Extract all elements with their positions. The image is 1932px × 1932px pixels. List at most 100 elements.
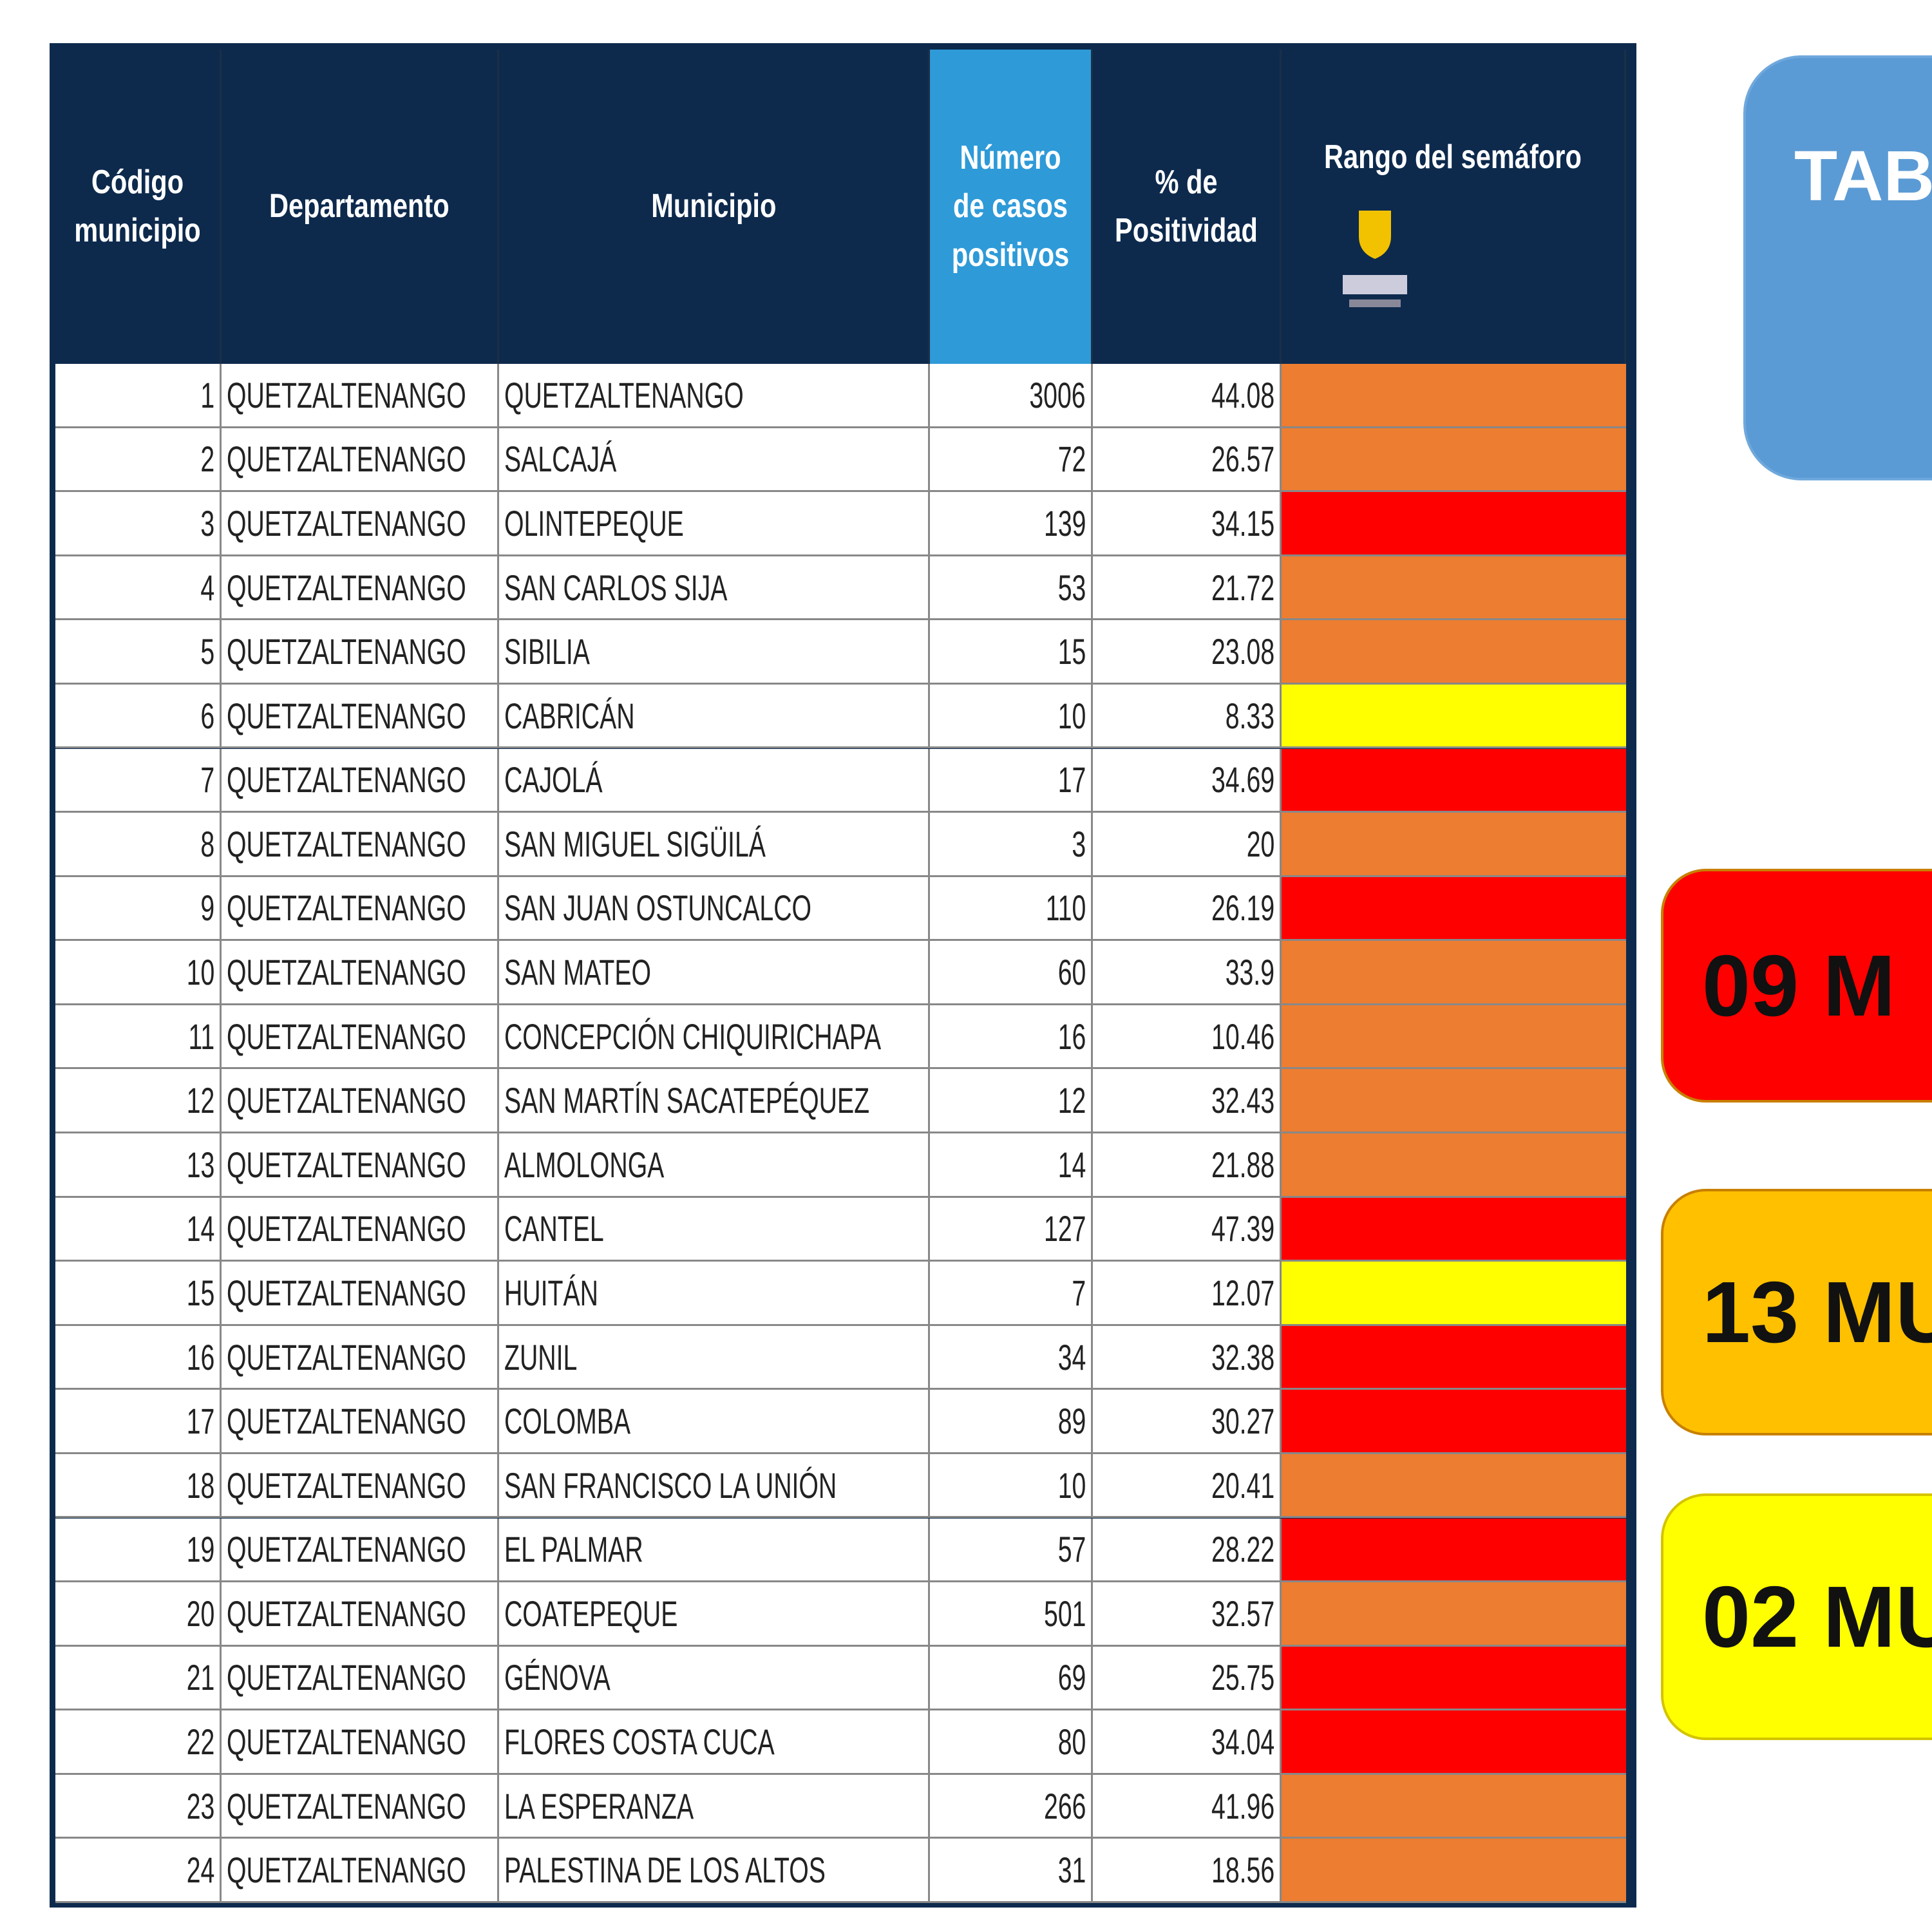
table-cell: QUETZALTENANGO [222,492,499,556]
table-cell: 12 [55,1069,222,1133]
table-cell: ZUNIL [499,1325,930,1390]
table-cell: 30.27 [1093,1390,1282,1454]
table-cell: SALCAJÁ [499,428,930,493]
table-cell: QUETZALTENANGO [222,428,499,493]
table-cell: 1 [55,364,222,428]
table-cell: CANTEL [499,1197,930,1262]
table-cell: CABRICÁN [499,684,930,749]
title-panel: TAB [1743,55,1932,480]
semaphore-cell [1282,1390,1626,1454]
table-cell: 10 [55,941,222,1005]
table-cell: 89 [930,1390,1093,1454]
table-cell: 22 [55,1710,222,1775]
table-cell: SAN CARLOS SIJA [499,556,930,621]
semaphore-cell [1282,1710,1626,1775]
table-cell: 18.56 [1093,1839,1282,1903]
count-panel: 02 MU [1661,1493,1932,1740]
table-cell: 47.39 [1093,1197,1282,1262]
semaphore-cell [1282,684,1626,749]
table-cell: SAN MARTÍN SACATEPÉQUEZ [499,1069,930,1133]
table-cell: 8.33 [1093,684,1282,749]
column-header: % de Positividad [1093,50,1282,364]
semaphore-cell [1282,620,1626,685]
table-cell: 57 [930,1518,1093,1583]
table-cell: 15 [55,1262,222,1326]
table-cell: 10.46 [1093,1005,1282,1070]
table-cell: 31 [930,1839,1093,1903]
table-cell: 110 [930,876,1093,942]
table-cell: 6 [55,684,222,749]
table-cell: QUETZALTENANGO [222,1325,499,1390]
table-cell: 18 [55,1454,222,1519]
table-cell: COATEPEQUE [499,1582,930,1647]
table-cell: QUETZALTENANGO [222,620,499,685]
table-cell: 10 [930,1454,1093,1519]
side-title: TAB [1794,137,1932,216]
table-cell: 4 [55,556,222,621]
table-cell: 21 [55,1646,222,1711]
table-cell: 33.9 [1093,941,1282,1005]
table-cell: 12 [930,1069,1093,1133]
table-cell: QUETZALTENANGO [222,1454,499,1519]
table-cell: 20.41 [1093,1454,1282,1519]
table-cell: QUETZALTENANGO [222,1774,499,1839]
table-cell: QUETZALTENANGO [222,1197,499,1262]
table-cell: 34.15 [1093,492,1282,556]
table-cell: OLINTEPEQUE [499,492,930,556]
table-cell: LA ESPERANZA [499,1774,930,1839]
table-cell: 15 [930,620,1093,685]
table-cell: 26.57 [1093,428,1282,493]
semaphore-cell [1282,1069,1626,1133]
table-cell: 23.08 [1093,620,1282,685]
table-cell: 34 [930,1325,1093,1390]
table-cell: 60 [930,941,1093,1005]
semaphore-cell [1282,1646,1626,1711]
table-cell: FLORES COSTA CUCA [499,1710,930,1775]
table-cell: 19 [55,1518,222,1583]
table-cell: 16 [55,1325,222,1390]
table-cell: QUETZALTENANGO [222,1582,499,1647]
table-cell: SIBILIA [499,620,930,685]
table-cell: 10 [930,684,1093,749]
table-cell: 3 [930,813,1093,877]
count-panel: 09 M [1661,869,1932,1103]
table-cell: HUITÁN [499,1262,930,1326]
table-cell: 32.43 [1093,1069,1282,1133]
table-cell: 8 [55,813,222,877]
table-cell: 23 [55,1774,222,1839]
table-cell: QUETZALTENANGO [499,364,930,428]
table-cell: 80 [930,1710,1093,1775]
table-cell: 2 [55,428,222,493]
table-cell: SAN MIGUEL SIGÜILÁ [499,813,930,877]
table-cell: 9 [55,876,222,942]
semaphore-cell [1282,813,1626,877]
table-cell: QUETZALTENANGO [222,748,499,813]
table-cell: 5 [55,620,222,685]
semaphore-cell [1282,1197,1626,1262]
table-cell: 24 [55,1839,222,1903]
table-cell: QUETZALTENANGO [222,1710,499,1775]
table-cell: SAN JUAN OSTUNCALCO [499,876,930,942]
table-cell: 69 [930,1646,1093,1711]
column-header: Rango del semáforo [1282,50,1626,364]
table-cell: 14 [55,1197,222,1262]
table-cell: 7 [55,748,222,813]
table-cell: 17 [930,748,1093,813]
table-cell: QUETZALTENANGO [222,941,499,1005]
table-cell: QUETZALTENANGO [222,1005,499,1070]
column-header: Departamento [222,50,499,364]
table-cell: ALMOLONGA [499,1133,930,1198]
table-cell: 21.88 [1093,1133,1282,1198]
table-cell: 34.69 [1093,748,1282,813]
semaphore-cell [1282,876,1626,942]
semaphore-cell [1282,364,1626,428]
table-cell: QUETZALTENANGO [222,1518,499,1583]
table-cell: COLOMBA [499,1390,930,1454]
table-cell: QUETZALTENANGO [222,556,499,621]
table-cell: QUETZALTENANGO [222,813,499,877]
table-cell: 28.22 [1093,1518,1282,1583]
column-header: Número de casos positivos [930,50,1093,364]
table-cell: 127 [930,1197,1093,1262]
table-cell: GÉNOVA [499,1646,930,1711]
